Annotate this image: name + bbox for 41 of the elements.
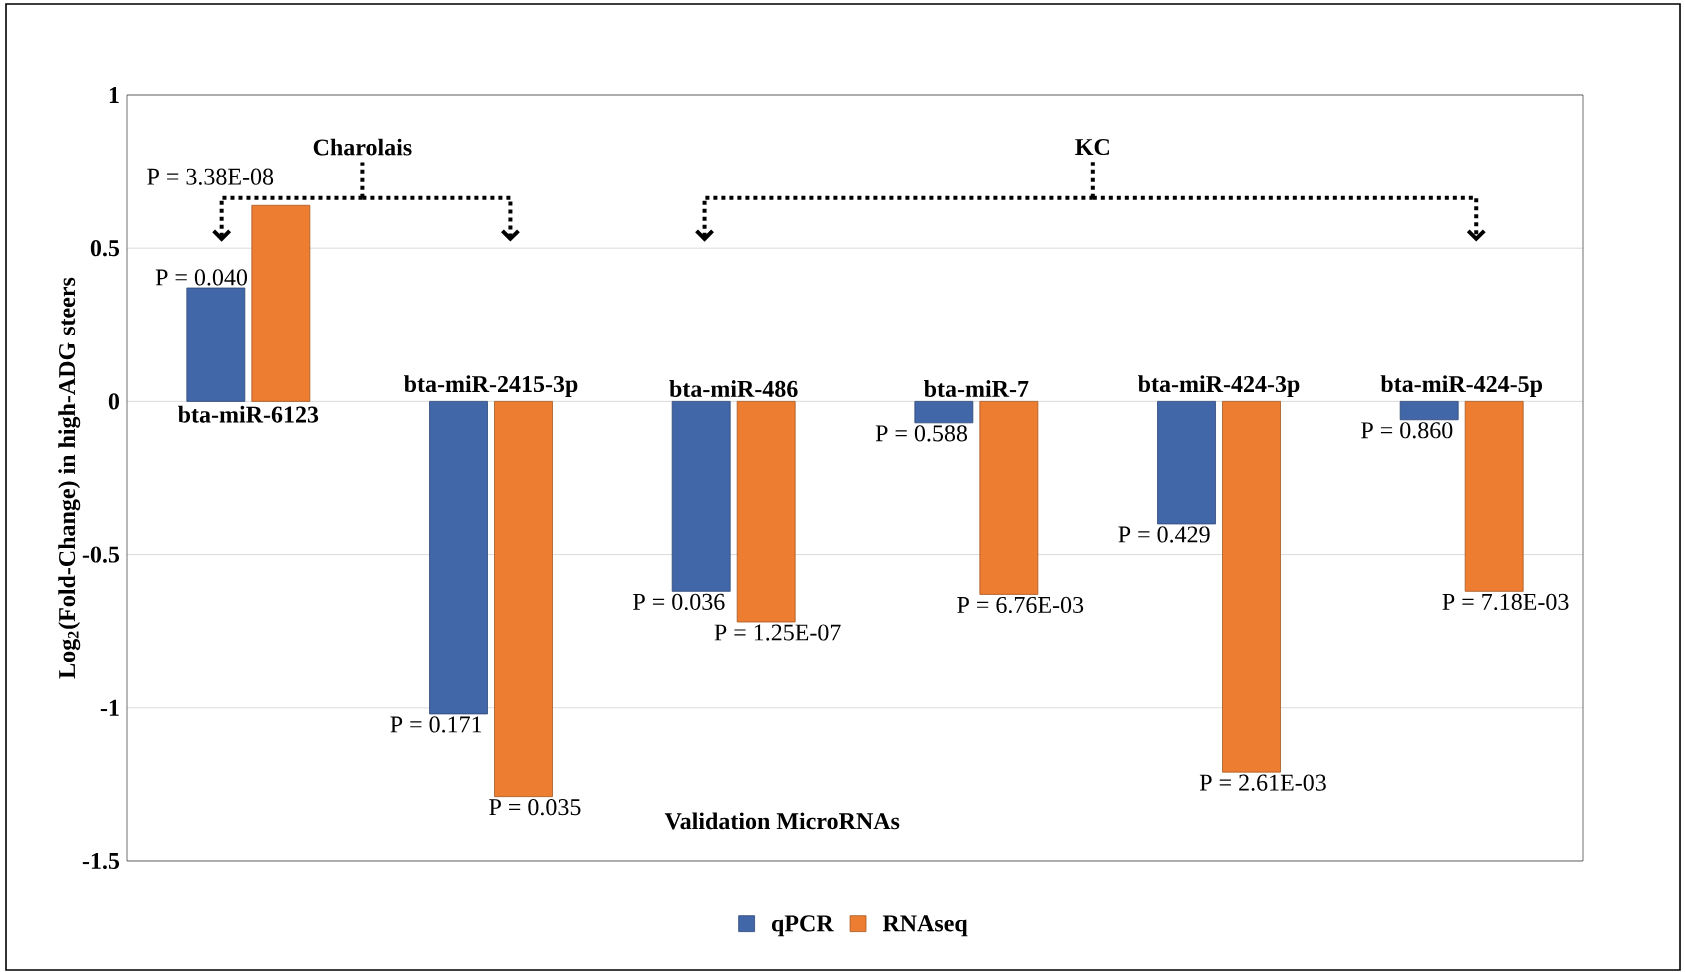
annotation: P = 0.035 [489, 799, 581, 816]
annotation: P = 0.171 [390, 716, 482, 733]
annotation: P = 6.76E-03 [957, 596, 1084, 614]
annotation: P = 2.61E-03 [1199, 774, 1326, 791]
y-tick-label: -1.5 [82, 852, 120, 870]
x-tick-label: bta-miR-424-3p [1138, 375, 1300, 397]
bar [186, 287, 246, 402]
bar [1399, 400, 1459, 421]
legend-label: RNAseq [882, 915, 968, 937]
annotation: P = 7.18E-03 [1442, 593, 1569, 611]
y-tick-label: -0.5 [82, 546, 120, 563]
x-tick-label: bta-miR-424-5p [1380, 375, 1543, 397]
bar [1157, 400, 1216, 525]
bar [736, 400, 796, 623]
bar [671, 400, 731, 592]
legend-label: qPCR [771, 915, 834, 937]
annotation: P = 0.588 [875, 425, 968, 442]
annotation: P = 0.036 [633, 593, 725, 611]
bar [429, 400, 488, 715]
y-tick-label: 0 [108, 393, 120, 410]
bar [1464, 400, 1524, 592]
y-tick-label: -1 [100, 699, 119, 716]
bar [914, 400, 974, 424]
annotation: KC [1075, 139, 1109, 156]
x-axis-title: Validation MicroRNAs [664, 812, 900, 830]
x-tick-label: bta-miR-486 [669, 380, 798, 397]
bar [494, 400, 553, 798]
y-tick-label: 0.5 [90, 240, 120, 257]
x-tick-label: bta-miR-2415-3p [404, 375, 578, 397]
annotation: P = 0.860 [1361, 422, 1453, 439]
annotation: P = 0.429 [1118, 526, 1210, 543]
annotation: P = 0.040 [155, 269, 248, 286]
y-axis-title: Log$_{2}$(Fold-Change) in high-ADG steers [58, 277, 81, 679]
y-tick-label: 1 [109, 87, 119, 103]
annotation: P = 3.38E-08 [147, 168, 274, 185]
bar [979, 400, 1039, 595]
x-tick-label: bta-miR-7 [924, 380, 1029, 397]
bar [1222, 400, 1281, 773]
annotation: P = 1.25E-07 [714, 624, 841, 641]
x-tick-label: bta-miR-6123 [178, 405, 319, 423]
annotation: Charolais [313, 138, 412, 156]
